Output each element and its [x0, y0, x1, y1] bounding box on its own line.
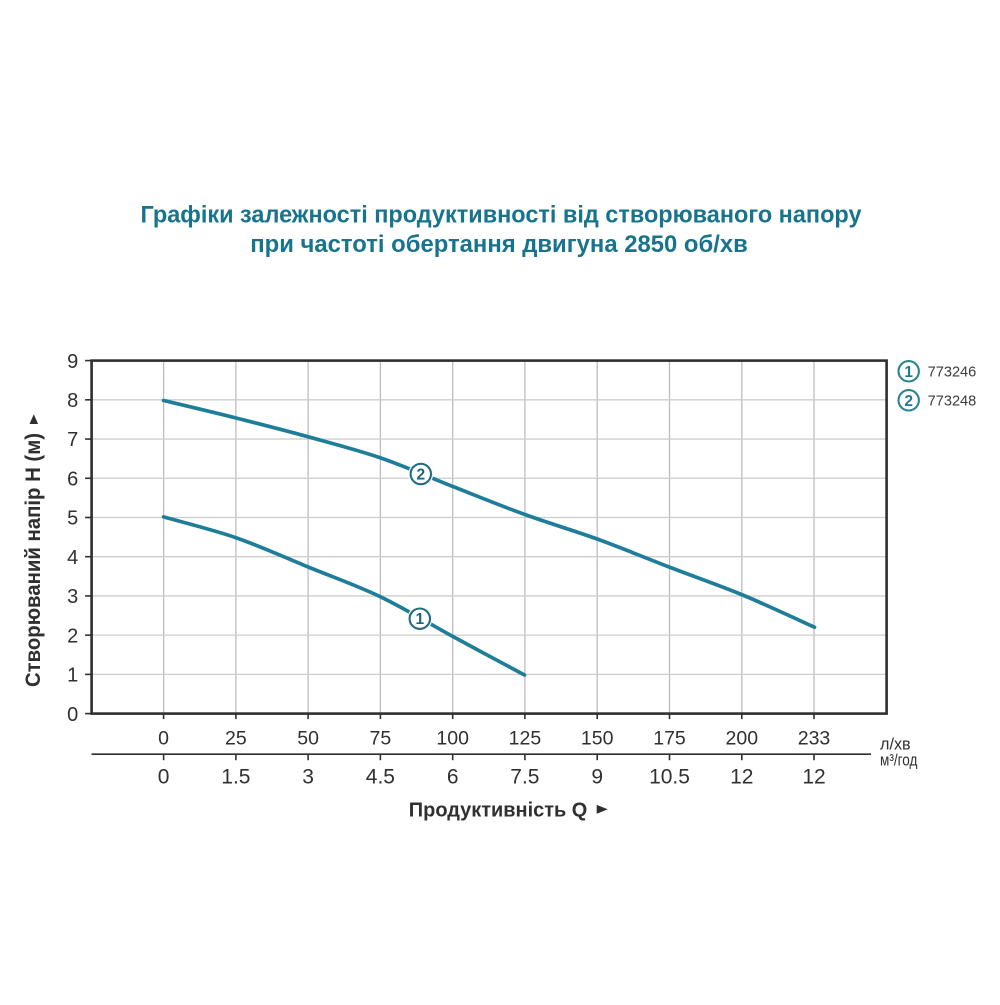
- svg-text:2: 2: [416, 467, 425, 484]
- svg-text:5: 5: [67, 508, 78, 530]
- svg-text:7.5: 7.5: [510, 765, 539, 788]
- svg-text:л/хв: л/хв: [880, 736, 911, 754]
- svg-text:9: 9: [67, 351, 78, 373]
- svg-text:200: 200: [726, 727, 759, 749]
- svg-text:233: 233: [798, 727, 831, 749]
- svg-text:3: 3: [302, 765, 314, 788]
- svg-text:1: 1: [67, 665, 78, 687]
- svg-text:6: 6: [67, 469, 78, 491]
- svg-text:75: 75: [370, 727, 392, 749]
- svg-text:8: 8: [67, 390, 78, 412]
- svg-text:при частоті обертання двигуна: при частоті обертання двигуна 2850 об/хв: [250, 231, 748, 258]
- svg-text:0: 0: [158, 765, 170, 788]
- svg-text:125: 125: [509, 727, 542, 749]
- svg-text:4.5: 4.5: [366, 765, 395, 788]
- svg-text:175: 175: [653, 727, 686, 749]
- svg-text:6: 6: [447, 765, 459, 788]
- svg-text:150: 150: [581, 727, 614, 749]
- svg-text:1: 1: [415, 611, 424, 628]
- svg-text:2: 2: [67, 625, 78, 647]
- svg-text:Графіки залежності продуктивно: Графіки залежності продуктивності від ст…: [141, 202, 863, 229]
- svg-text:100: 100: [436, 727, 469, 749]
- svg-text:Створюваний напір H (м): Створюваний напір H (м): [22, 433, 45, 687]
- svg-text:25: 25: [225, 727, 247, 749]
- svg-text:50: 50: [297, 727, 319, 749]
- svg-text:10.5: 10.5: [649, 765, 690, 788]
- svg-text:0: 0: [67, 704, 78, 726]
- svg-text:9: 9: [591, 765, 603, 788]
- svg-text:1: 1: [904, 364, 913, 381]
- svg-text:12: 12: [802, 765, 825, 788]
- svg-text:7: 7: [67, 429, 78, 451]
- svg-text:773248: 773248: [928, 394, 977, 410]
- svg-text:3: 3: [67, 586, 78, 608]
- svg-text:Продуктивність Q: Продуктивність Q: [409, 799, 588, 821]
- svg-text:2: 2: [904, 393, 913, 410]
- svg-text:773246: 773246: [928, 365, 977, 381]
- svg-text:12: 12: [730, 765, 753, 788]
- svg-text:4: 4: [67, 547, 78, 569]
- svg-text:м³/год: м³/год: [880, 752, 918, 770]
- svg-text:0: 0: [158, 727, 169, 749]
- svg-text:1.5: 1.5: [221, 765, 250, 788]
